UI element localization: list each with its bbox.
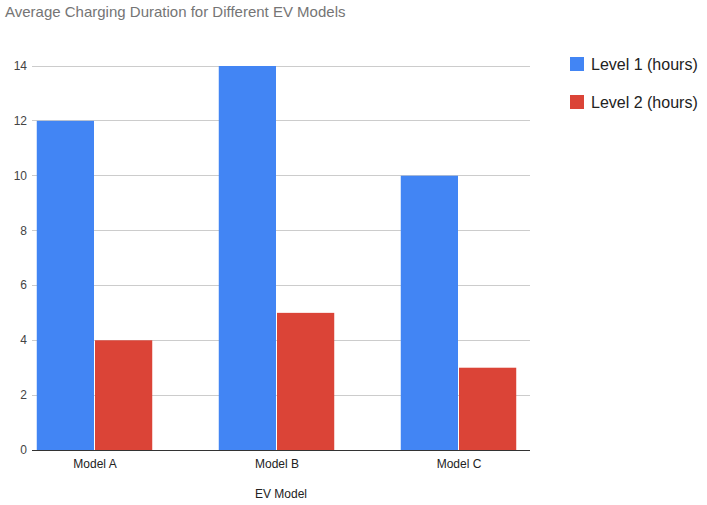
page: {"chart_data": {"type": "bar", "title": … — [0, 0, 707, 505]
y-tick-label: 0 — [20, 443, 27, 457]
legend-label: Level 1 (hours) — [591, 56, 698, 73]
legend-label: Level 2 (hours) — [591, 94, 698, 111]
grid-line — [32, 120, 530, 121]
y-tick-label: 10 — [14, 169, 28, 183]
x-axis-label: EV Model — [255, 487, 307, 501]
x-tick-label: Model B — [255, 457, 299, 471]
legend: Level 1 (hours) Level 2 (hours) — [570, 56, 698, 111]
x-tick-label: Model C — [437, 457, 482, 471]
bar — [37, 121, 94, 450]
y-tick-label: 6 — [20, 278, 27, 292]
x-tick-label: Model A — [73, 457, 116, 471]
bar — [459, 368, 516, 450]
y-tick-label: 12 — [14, 114, 28, 128]
bar — [95, 340, 152, 450]
bar — [277, 313, 334, 450]
title: Average Charging Duration for Different … — [5, 3, 345, 20]
legend-swatch — [570, 57, 584, 71]
chart-container: Average Charging Duration for Different … — [0, 0, 707, 505]
y-tick-label: 4 — [20, 333, 27, 347]
bars — [37, 66, 516, 450]
grid — [32, 66, 530, 450]
grid-line — [32, 66, 530, 67]
bar — [401, 176, 458, 450]
bar — [219, 66, 276, 450]
y-tick-label: 14 — [14, 59, 28, 73]
chart-svg: Average Charging Duration for Different … — [0, 0, 707, 505]
y-tick-label: 8 — [20, 224, 27, 238]
y-tick-label: 2 — [20, 388, 27, 402]
legend-swatch — [570, 95, 584, 109]
